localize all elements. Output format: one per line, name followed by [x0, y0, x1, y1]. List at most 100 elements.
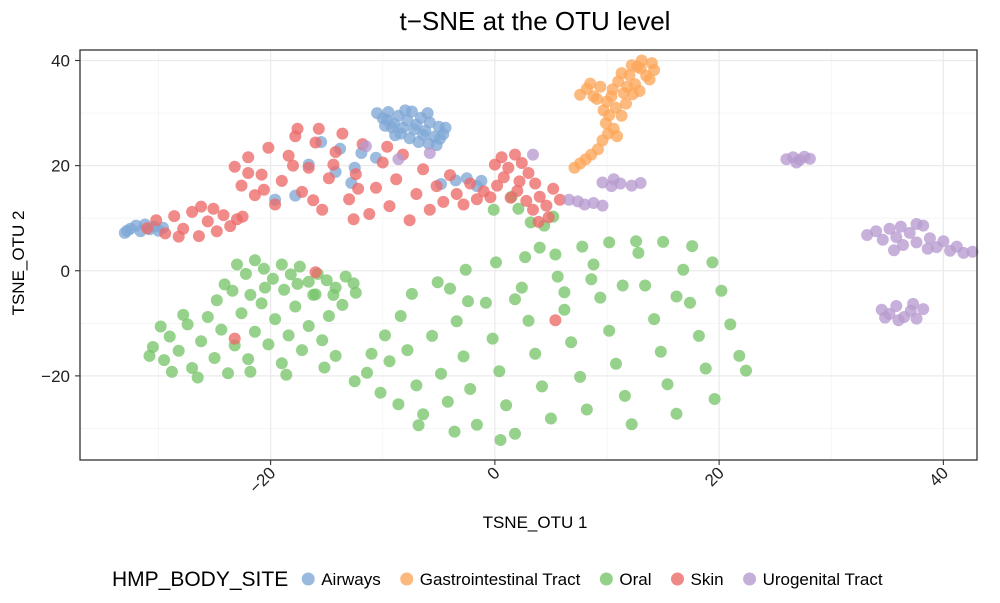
- point-urogenital-tract: [890, 231, 903, 244]
- point-urogenital-tract: [527, 148, 539, 161]
- point-skin: [262, 141, 275, 154]
- point-skin: [383, 200, 396, 213]
- point-oral: [450, 315, 463, 328]
- point-oral: [519, 251, 532, 264]
- point-oral: [191, 371, 204, 384]
- point-skin: [275, 174, 288, 187]
- point-oral: [361, 366, 373, 379]
- point-oral: [154, 320, 167, 333]
- point-oral: [630, 235, 643, 248]
- point-oral: [349, 286, 362, 299]
- point-skin: [540, 199, 553, 212]
- point-airways: [421, 107, 434, 120]
- point-oral: [470, 418, 483, 431]
- point-oral: [412, 419, 425, 432]
- point-urogenital-tract: [861, 229, 874, 241]
- legend-entries: Airways Gastrointestinal Tract Oral Skin Uro…: [301, 570, 883, 589]
- point-oral: [618, 389, 631, 402]
- point-oral: [509, 293, 521, 306]
- point-airways: [121, 224, 134, 237]
- point-skin: [410, 188, 423, 200]
- point-oral: [740, 364, 752, 377]
- legend-label-urogenital-tract: Urogenital Tract: [763, 570, 883, 589]
- point-oral: [289, 300, 302, 313]
- point-oral: [486, 332, 499, 345]
- x-tick-label: 20: [701, 463, 728, 490]
- point-skin: [430, 180, 443, 193]
- point-urogenital-tract: [907, 297, 920, 310]
- point-skin: [309, 136, 322, 149]
- point-oral: [275, 258, 288, 271]
- y-tick-label: 40: [51, 52, 70, 71]
- legend-swatch-oral: [599, 572, 613, 586]
- point-gastrointestinal-tract: [605, 90, 618, 103]
- point-urogenital-tract: [883, 222, 896, 235]
- point-skin: [141, 222, 154, 235]
- panel-border: [79, 49, 978, 461]
- point-skin: [201, 215, 214, 228]
- series-urogenital-tract: [359, 140, 979, 327]
- point-oral: [218, 278, 231, 291]
- point-oral: [565, 336, 578, 349]
- point-skin: [370, 181, 382, 194]
- y-tick-label: 20: [51, 157, 70, 176]
- point-oral: [692, 329, 705, 342]
- point-skin: [390, 173, 403, 186]
- point-urogenital-tract: [921, 242, 934, 255]
- point-oral: [291, 277, 304, 290]
- point-urogenital-tract: [897, 239, 909, 251]
- legend-label-skin: Skin: [690, 570, 723, 589]
- point-urogenital-tract: [876, 233, 889, 246]
- point-oral: [684, 296, 696, 309]
- point-skin: [527, 203, 539, 216]
- point-oral: [580, 403, 593, 416]
- point-oral: [677, 263, 690, 276]
- point-skin: [553, 193, 566, 206]
- point-oral: [639, 279, 652, 292]
- point-oral: [654, 345, 667, 358]
- point-oral: [284, 268, 297, 281]
- point-oral: [670, 290, 683, 303]
- point-skin: [515, 157, 528, 169]
- point-oral: [327, 288, 340, 301]
- point-skin: [343, 193, 356, 206]
- legend-swatch-urogenital-tract: [743, 572, 757, 586]
- point-urogenital-tract: [790, 156, 803, 169]
- y-axis-title: TSNE_OTU 2: [9, 211, 28, 316]
- legend-label-gastrointestinal-tract: Gastrointestinal Tract: [420, 570, 581, 589]
- point-oral: [441, 395, 454, 408]
- point-oral: [163, 330, 176, 343]
- point-oral: [347, 277, 360, 290]
- point-skin: [228, 332, 241, 345]
- point-skin: [464, 177, 477, 190]
- point-oral: [336, 298, 349, 311]
- point-gastrointestinal-tract: [620, 97, 632, 110]
- point-oral: [379, 329, 391, 342]
- point-oral: [172, 344, 185, 357]
- x-tick-label: 40: [925, 463, 952, 490]
- point-urogenital-tract: [917, 303, 930, 316]
- point-oral: [670, 407, 683, 420]
- point-oral: [648, 313, 661, 326]
- point-oral: [417, 408, 430, 421]
- point-skin: [316, 203, 329, 216]
- point-skin: [329, 146, 342, 158]
- point-oral: [536, 380, 548, 393]
- point-skin: [549, 314, 562, 327]
- point-oral: [632, 246, 645, 259]
- point-skin: [513, 175, 526, 188]
- point-oral: [322, 310, 335, 322]
- point-oral: [374, 386, 387, 399]
- legend-entry-gastrointestinal-tract: Gastrointestinal Tract: [400, 570, 581, 589]
- point-oral: [490, 256, 502, 269]
- x-axis-title: TSNE_OTU 1: [483, 513, 588, 532]
- major-gridlines: [80, 50, 977, 460]
- point-skin: [349, 168, 362, 181]
- point-oral: [320, 274, 333, 287]
- point-oral: [479, 296, 492, 309]
- point-airways: [389, 129, 402, 142]
- point-oral: [293, 260, 306, 273]
- point-skin: [504, 191, 517, 204]
- point-urogenital-tract: [910, 218, 923, 230]
- point-oral: [708, 393, 721, 405]
